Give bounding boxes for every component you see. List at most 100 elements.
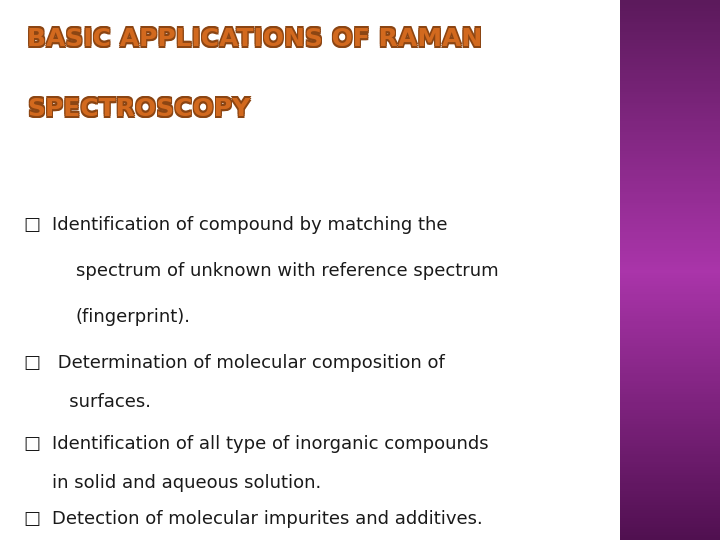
Bar: [620, 416, 720, 418]
Bar: [620, 470, 720, 472]
Bar: [620, 135, 720, 138]
Bar: [620, 362, 720, 364]
Bar: [620, 259, 720, 262]
Bar: [620, 70, 720, 73]
Bar: [620, 370, 720, 373]
Bar: [620, 132, 720, 135]
Bar: [620, 394, 720, 397]
Bar: [620, 22, 720, 24]
Bar: [620, 278, 720, 281]
Text: Detection of molecular impurites and additives.: Detection of molecular impurites and add…: [52, 510, 482, 528]
Bar: [620, 321, 720, 324]
Bar: [620, 219, 720, 221]
Bar: [620, 62, 720, 65]
Bar: [620, 24, 720, 27]
Bar: [620, 421, 720, 424]
Bar: [620, 238, 720, 240]
Bar: [620, 216, 720, 219]
Bar: [620, 284, 720, 286]
Bar: [620, 346, 720, 348]
Bar: [620, 443, 720, 445]
Bar: [620, 510, 720, 513]
Bar: [620, 302, 720, 305]
Bar: [620, 537, 720, 540]
Bar: [620, 113, 720, 116]
Bar: [620, 518, 720, 521]
Bar: [620, 402, 720, 405]
Bar: [620, 332, 720, 335]
Bar: [620, 367, 720, 370]
Bar: [620, 97, 720, 100]
Text: SPECTROSCOPY: SPECTROSCOPY: [27, 99, 251, 123]
Bar: [620, 513, 720, 516]
Bar: [620, 464, 720, 467]
Bar: [620, 192, 720, 194]
Bar: [620, 162, 720, 165]
Bar: [620, 92, 720, 94]
Text: BASIC APPLICATIONS OF RAMAN: BASIC APPLICATIONS OF RAMAN: [26, 25, 482, 49]
Bar: [620, 440, 720, 443]
Bar: [620, 205, 720, 208]
Bar: [620, 46, 720, 49]
Bar: [620, 310, 720, 313]
Bar: [620, 356, 720, 359]
Bar: [620, 340, 720, 343]
Bar: [620, 386, 720, 389]
Bar: [620, 375, 720, 378]
Bar: [620, 364, 720, 367]
Text: SPECTROSCOPY: SPECTROSCOPY: [26, 95, 250, 119]
Bar: [620, 27, 720, 30]
Bar: [620, 30, 720, 32]
Bar: [620, 181, 720, 184]
Bar: [620, 351, 720, 354]
Bar: [620, 435, 720, 437]
Bar: [620, 524, 720, 526]
Bar: [620, 472, 720, 475]
Bar: [620, 151, 720, 154]
Text: SPECTROSCOPY: SPECTROSCOPY: [27, 95, 251, 119]
Bar: [620, 400, 720, 402]
Bar: [620, 146, 720, 148]
Bar: [620, 167, 720, 170]
Text: BASIC APPLICATIONS OF RAMAN: BASIC APPLICATIONS OF RAMAN: [26, 29, 482, 53]
Bar: [620, 157, 720, 159]
Bar: [620, 354, 720, 356]
Bar: [620, 213, 720, 216]
Bar: [620, 240, 720, 243]
Bar: [620, 491, 720, 494]
Bar: [620, 500, 720, 502]
Bar: [620, 59, 720, 62]
Bar: [620, 38, 720, 40]
Text: BASIC APPLICATIONS OF RAMAN: BASIC APPLICATIONS OF RAMAN: [26, 27, 482, 51]
Bar: [620, 122, 720, 124]
Bar: [620, 413, 720, 416]
Bar: [620, 16, 720, 19]
Text: SPECTROSCOPY: SPECTROSCOPY: [29, 95, 252, 119]
Text: BASIC APPLICATIONS OF RAMAN: BASIC APPLICATIONS OF RAMAN: [29, 29, 484, 53]
Bar: [620, 68, 720, 70]
Bar: [620, 494, 720, 497]
Text: surfaces.: surfaces.: [52, 393, 151, 411]
Bar: [620, 211, 720, 213]
Bar: [620, 535, 720, 537]
Bar: [620, 270, 720, 273]
Bar: [620, 176, 720, 178]
Bar: [620, 81, 720, 84]
Bar: [620, 300, 720, 302]
Text: (fingerprint).: (fingerprint).: [76, 308, 191, 326]
Bar: [620, 392, 720, 394]
Bar: [620, 73, 720, 76]
Bar: [620, 292, 720, 294]
Bar: [620, 427, 720, 429]
Bar: [620, 94, 720, 97]
Bar: [620, 78, 720, 81]
Bar: [620, 235, 720, 238]
Bar: [620, 262, 720, 265]
Bar: [620, 429, 720, 432]
Bar: [620, 197, 720, 200]
Bar: [620, 478, 720, 481]
Bar: [620, 456, 720, 459]
Text: SPECTROSCOPY: SPECTROSCOPY: [26, 97, 250, 121]
Bar: [620, 49, 720, 51]
Bar: [620, 248, 720, 251]
